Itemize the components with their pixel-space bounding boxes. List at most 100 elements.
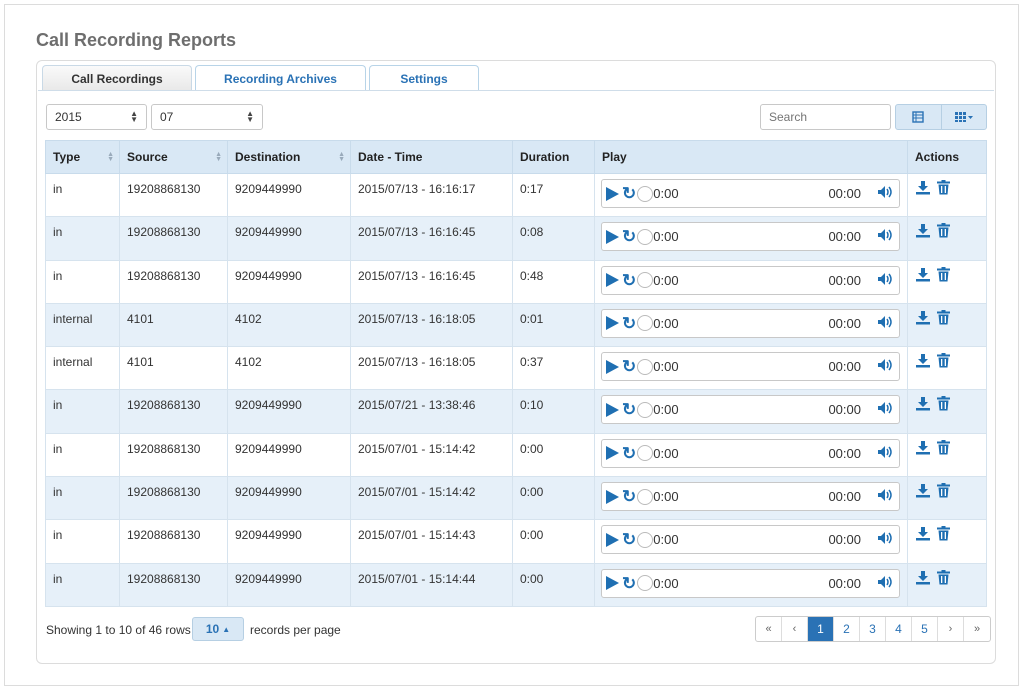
table-row: in 19208868130 9209449990 2015/07/13 - 16:1… xyxy=(45,259,987,304)
per-page-label: records per page xyxy=(250,623,341,637)
column-header-source[interactable]: Source ▲ ▼ xyxy=(119,140,228,174)
delete-button[interactable] xyxy=(937,396,950,414)
per-page-value: 10 xyxy=(205,622,220,636)
volume-icon[interactable] xyxy=(877,445,893,462)
reload-icon[interactable]: ↻ xyxy=(622,443,637,463)
delete-button[interactable] xyxy=(937,526,950,544)
page-3-button[interactable]: 3 xyxy=(860,617,886,641)
cell-source: 19208868130 xyxy=(119,172,228,218)
reload-icon[interactable]: ↻ xyxy=(622,227,637,247)
page-last-button[interactable]: » xyxy=(973,623,981,635)
page-first-button[interactable]: « xyxy=(756,617,782,641)
volume-icon-svg xyxy=(878,186,892,198)
reload-icon[interactable]: ↻ xyxy=(622,400,637,420)
play-icon[interactable] xyxy=(606,359,619,374)
play-icon[interactable] xyxy=(606,402,619,417)
seek-handle[interactable] xyxy=(637,531,654,548)
player-total-time: 00:00 xyxy=(828,229,861,245)
cell-duration: 0:00 xyxy=(512,519,595,564)
delete-button[interactable] xyxy=(937,569,950,588)
play-icon[interactable] xyxy=(606,229,619,244)
play-icon[interactable] xyxy=(606,576,619,591)
download-button[interactable] xyxy=(915,526,931,544)
page-1-button[interactable]: 1 xyxy=(808,617,834,641)
search-input[interactable] xyxy=(760,104,891,130)
view-toggle-group xyxy=(895,104,987,130)
play-icon[interactable] xyxy=(606,489,619,504)
reload-icon[interactable]: ↻ xyxy=(622,573,637,593)
sort-icon: ▲ ▼ xyxy=(215,151,222,163)
seek-handle[interactable] xyxy=(637,272,654,289)
cell-actions xyxy=(907,346,987,391)
player-total-time: 00:00 xyxy=(828,272,861,288)
delete-button[interactable] xyxy=(937,439,950,458)
seek-handle[interactable] xyxy=(637,575,654,592)
delete-button[interactable] xyxy=(937,353,950,371)
delete-button[interactable] xyxy=(937,180,950,198)
seek-handle[interactable] xyxy=(637,488,654,505)
volume-icon[interactable] xyxy=(877,488,893,505)
month-select[interactable]: 07 ▲ ▼ xyxy=(151,104,263,130)
play-icon[interactable] xyxy=(606,186,619,201)
reload-icon[interactable]: ↻ xyxy=(622,270,637,290)
download-button[interactable] xyxy=(915,180,931,198)
page-2-button[interactable]: 2 xyxy=(834,617,860,641)
columns-dropdown-button[interactable] xyxy=(942,105,987,129)
reload-icon[interactable]: ↻ xyxy=(622,357,637,377)
play-icon[interactable] xyxy=(606,532,619,547)
tab-call-recordings[interactable]: Call Recordings xyxy=(42,65,192,91)
per-page-dropdown[interactable]: 10 ▲ xyxy=(192,617,244,641)
volume-icon[interactable] xyxy=(877,272,893,289)
reload-icon[interactable]: ↻ xyxy=(622,530,637,550)
tab-recording-archives[interactable]: Recording Archives xyxy=(195,65,366,91)
column-header-date-time: Date - Time xyxy=(350,140,513,174)
seek-handle[interactable] xyxy=(637,445,654,462)
play-icon[interactable] xyxy=(606,316,619,331)
volume-icon[interactable] xyxy=(877,575,893,592)
download-button[interactable] xyxy=(915,310,931,328)
volume-icon[interactable] xyxy=(877,401,893,418)
download-button[interactable] xyxy=(915,396,931,414)
delete-button[interactable] xyxy=(937,483,950,501)
seek-handle[interactable] xyxy=(637,228,654,245)
player-current-time: 0:00 xyxy=(653,229,679,245)
list-view-button[interactable] xyxy=(896,105,942,129)
download-button[interactable] xyxy=(915,353,931,371)
reload-icon[interactable]: ↻ xyxy=(622,184,637,203)
cell-duration: 0:00 xyxy=(512,432,595,478)
page-next-button[interactable]: › xyxy=(938,617,964,641)
page-5-button[interactable]: 5 xyxy=(912,617,938,641)
column-header-destination[interactable]: Destination ▲ ▼ xyxy=(227,140,351,174)
seek-handle[interactable] xyxy=(637,401,654,418)
play-icon[interactable] xyxy=(606,446,619,461)
seek-handle[interactable] xyxy=(637,358,654,375)
download-button[interactable] xyxy=(915,223,931,241)
select-arrows-icon: ▲ ▼ xyxy=(130,109,138,124)
download-button[interactable] xyxy=(915,440,931,458)
reload-icon[interactable]: ↻ xyxy=(622,487,637,507)
delete-button[interactable] xyxy=(937,309,950,328)
tab-settings[interactable]: Settings xyxy=(369,65,479,91)
volume-icon[interactable] xyxy=(877,315,893,332)
delete-button[interactable] xyxy=(937,266,950,285)
table-row: in 19208868130 9209449990 2015/07/21 - 13:3… xyxy=(45,389,987,434)
page-prev-button[interactable]: ‹ xyxy=(782,617,808,641)
play-icon[interactable] xyxy=(606,273,619,288)
download-button[interactable] xyxy=(915,570,931,588)
volume-icon[interactable] xyxy=(877,358,893,375)
volume-icon[interactable] xyxy=(877,185,893,202)
delete-button[interactable] xyxy=(937,223,950,241)
page-4-button[interactable]: 4 xyxy=(886,617,912,641)
column-header-type[interactable]: Type ▲ ▼ xyxy=(45,140,120,174)
seek-handle[interactable] xyxy=(637,315,654,332)
download-button[interactable] xyxy=(915,267,931,285)
audio-player: ↻ 0:00 00:00 xyxy=(601,265,900,295)
seek-handle[interactable] xyxy=(637,185,654,202)
reload-icon[interactable]: ↻ xyxy=(622,313,637,333)
table-row: internal 4101 4102 2015/07/13 - 16:18:05 0:0… xyxy=(45,302,987,348)
download-button[interactable] xyxy=(915,483,931,501)
volume-icon[interactable] xyxy=(877,228,893,245)
year-select[interactable]: 2015 ▲ ▼ xyxy=(46,104,147,130)
volume-icon[interactable] xyxy=(877,531,893,548)
player-total-time: 00:00 xyxy=(828,575,861,591)
